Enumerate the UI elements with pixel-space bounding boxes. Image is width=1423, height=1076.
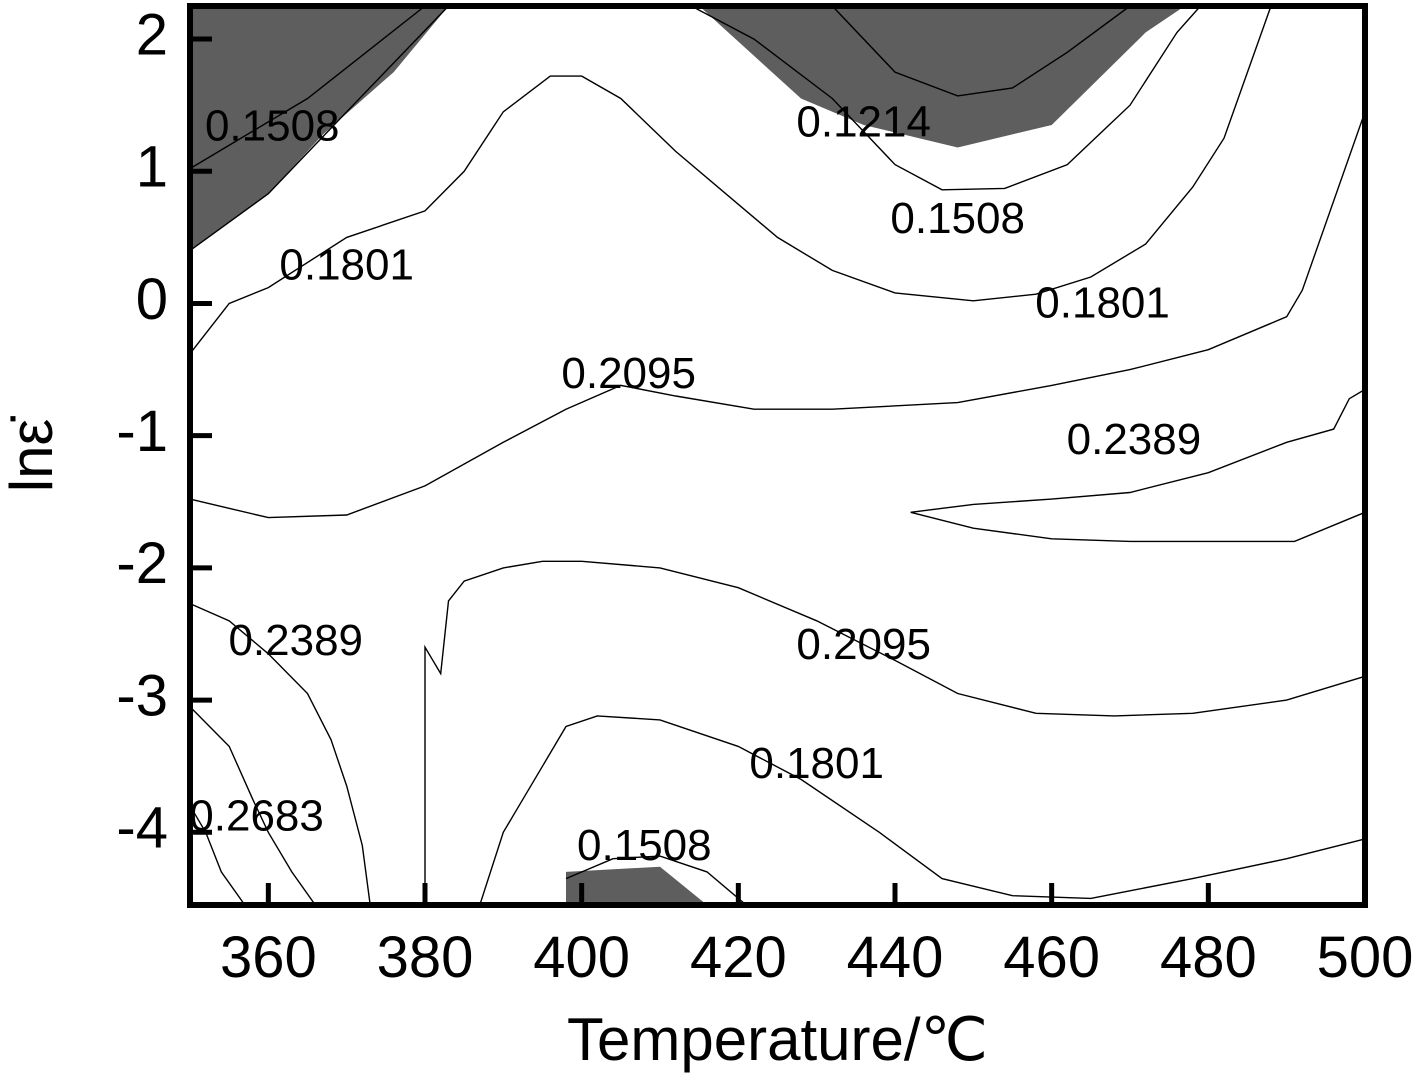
y-axis-title: lnε̇ bbox=[0, 416, 65, 492]
contour-label-11: 0.1508 bbox=[577, 821, 712, 870]
contour-line-8 bbox=[424, 560, 1366, 905]
contour-line-4 bbox=[189, 5, 1272, 355]
plot-frame bbox=[187, 3, 1368, 908]
x-axis-title: Temperature/℃ bbox=[567, 1006, 988, 1073]
contour-label-1: 0.1214 bbox=[796, 98, 931, 147]
x-tick-label: 500 bbox=[1317, 925, 1414, 990]
contour-lines bbox=[189, 5, 1366, 906]
y-tick-label: -1 bbox=[116, 399, 168, 464]
contour-label-6: 0.2389 bbox=[1067, 415, 1202, 464]
contour-line-6 bbox=[910, 388, 1366, 543]
x-tick-label: 460 bbox=[1003, 925, 1100, 990]
y-tick-label: 1 bbox=[136, 135, 168, 200]
contour-label-9: 0.1801 bbox=[749, 739, 884, 788]
y-tick-label: -2 bbox=[116, 531, 168, 596]
x-tick-label: 400 bbox=[533, 925, 630, 990]
x-tick-label: 480 bbox=[1160, 925, 1257, 990]
contour-line-12 bbox=[189, 805, 246, 906]
contour-line-7 bbox=[189, 602, 371, 906]
axis-ticks bbox=[190, 36, 1368, 905]
contour-label-8: 0.2095 bbox=[796, 620, 931, 669]
contour-line-5 bbox=[189, 111, 1366, 519]
contour-label-0: 0.1508 bbox=[205, 102, 340, 151]
shaded-region-top-left bbox=[190, 6, 449, 251]
y-tick-label: 0 bbox=[136, 267, 168, 332]
contour-label-3: 0.1801 bbox=[279, 240, 414, 289]
shaded-region-bottom-middle bbox=[566, 866, 707, 905]
contour-line-2 bbox=[189, 5, 450, 252]
y-tick-label: -3 bbox=[116, 663, 168, 728]
contour-line-3 bbox=[690, 5, 1202, 191]
x-tick-label: 420 bbox=[690, 925, 787, 990]
contour-label-5: 0.2095 bbox=[561, 349, 696, 398]
contour-label-2: 0.1508 bbox=[890, 194, 1025, 243]
shaded-regions bbox=[190, 6, 1185, 905]
contour-label-7: 0.2389 bbox=[228, 616, 363, 665]
contour-line-10 bbox=[565, 855, 747, 906]
x-tick-label: 360 bbox=[220, 925, 317, 990]
shaded-region-top-middle bbox=[699, 6, 1185, 148]
axis-tick-labels: 360 380 400 420 440 460 480 500 2 1 0 -1 -2 -3 -4 bbox=[116, 2, 1413, 990]
contour-line-1 bbox=[831, 5, 1131, 97]
y-tick-label: -4 bbox=[116, 796, 168, 861]
x-tick-label: 380 bbox=[377, 925, 474, 990]
contour-line-0 bbox=[189, 5, 426, 170]
contour-label-4: 0.1801 bbox=[1035, 279, 1170, 328]
y-tick-label: 2 bbox=[136, 2, 168, 67]
x-tick-label: 440 bbox=[847, 925, 944, 990]
contour-line-11 bbox=[189, 706, 316, 906]
contour-line-9 bbox=[479, 715, 1366, 906]
contour-labels: 0.1508 0.12140.15080.18010.18010.20950.23… bbox=[189, 98, 1201, 870]
